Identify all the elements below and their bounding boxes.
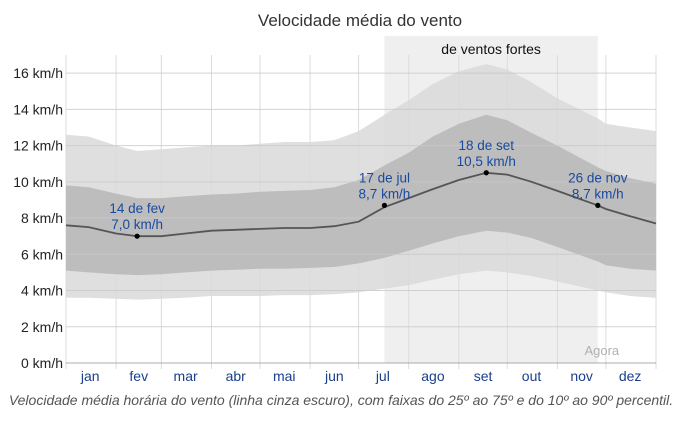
strong-wind-period-label: de ventos fortes [441, 41, 541, 57]
y-tick-label: 14 km/h [13, 101, 63, 117]
mean-wind-line [65, 171, 657, 238]
band-25-75 [66, 114, 656, 276]
now-label: Agora [584, 343, 619, 358]
y-tick-label: 16 km/h [13, 65, 63, 81]
annotation-speed: 10,5 km/h [457, 154, 516, 169]
y-tick-label: 6 km/h [21, 246, 63, 262]
y-axis-ticks: 0 km/h 2 km/h 4 km/h 6 km/h 8 km/h 10 km/h 12 … [13, 65, 63, 371]
y-tick-label: 12 km/h [13, 138, 63, 154]
y-tick-label: 0 km/h [21, 355, 63, 371]
month-label-set: set [474, 368, 493, 384]
y-tick-label: 4 km/h [21, 283, 63, 299]
annotation-date: 14 de fev [109, 201, 165, 216]
y-tick-label: 10 km/h [13, 174, 63, 190]
annotation-speed: 8,7 km/h [572, 186, 624, 201]
chart-caption: Velocidade média horária do vento (linha… [8, 392, 674, 408]
month-label-mai: mai [273, 368, 296, 384]
chart-title: Velocidade média do vento [258, 11, 462, 30]
annotation-date: 17 de jul [359, 170, 410, 185]
annotation-point [595, 202, 601, 208]
month-label-nov: nov [570, 368, 593, 384]
x-axis-month-labels: jan fev mar abr mai jun jul ago set out nov dez [80, 368, 642, 384]
annotation-point [483, 170, 489, 176]
annotation-point [134, 233, 140, 239]
annotation-date: 26 de nov [568, 170, 628, 185]
annotation-speed: 7,0 km/h [111, 217, 163, 232]
month-label-jan: jan [80, 368, 100, 384]
month-label-dez: dez [619, 368, 642, 384]
month-label-mar: mar [174, 368, 198, 384]
annotation-date: 18 de set [459, 138, 515, 153]
annotation-point [381, 202, 388, 208]
month-label-jun: jun [324, 368, 344, 384]
horizontal-grid-lines [66, 72, 656, 364]
month-label-ago: ago [421, 368, 445, 384]
y-tick-label: 8 km/h [21, 210, 63, 226]
mean-wind-line-group [65, 171, 657, 238]
y-tick-label: 2 km/h [21, 319, 63, 335]
month-label-fev: fev [129, 368, 148, 384]
month-label-jul: jul [375, 368, 390, 384]
annotation-speed: 8,7 km/h [359, 186, 411, 201]
month-label-out: out [522, 368, 542, 384]
month-label-abr: abr [226, 368, 247, 384]
